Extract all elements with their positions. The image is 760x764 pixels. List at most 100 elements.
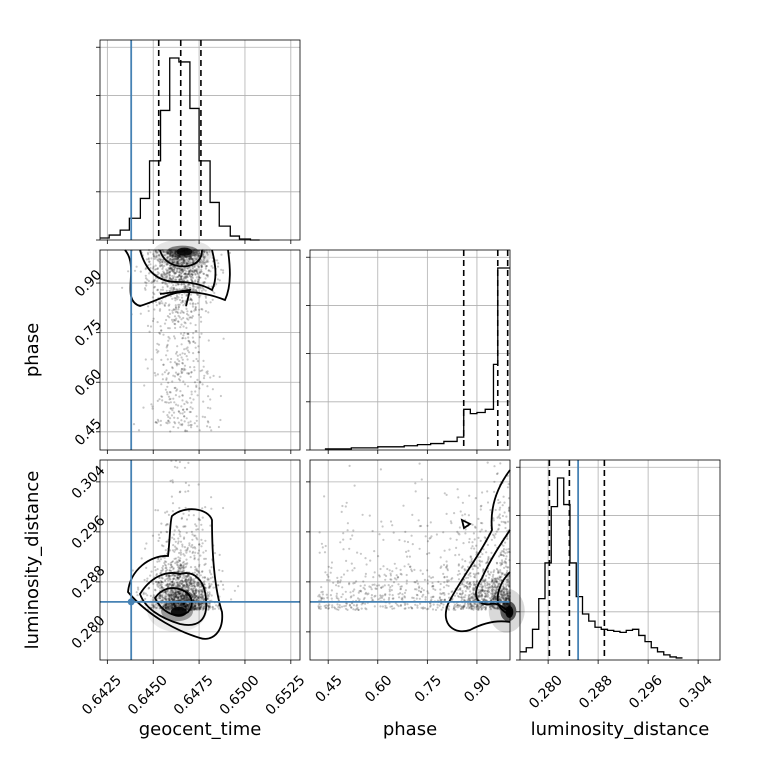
sample-point [183, 321, 186, 324]
sample-point [174, 310, 177, 313]
sample-point [172, 258, 175, 261]
sample-point [178, 258, 181, 261]
sample-point [203, 583, 206, 586]
sample-point [164, 254, 167, 257]
sample-point [201, 265, 204, 268]
sample-point [216, 265, 220, 268]
sample-point [202, 288, 205, 291]
sample-point [506, 578, 509, 581]
sample-point [189, 582, 193, 585]
sample-point [176, 261, 179, 264]
sample-point [188, 258, 191, 261]
sample-point [380, 586, 383, 589]
sample-point [165, 268, 168, 271]
sample-point [364, 572, 367, 576]
sample-point [149, 574, 152, 577]
sample-point [172, 603, 175, 606]
sample-point [320, 591, 323, 594]
sample-point [173, 577, 176, 580]
sample-point [187, 598, 190, 601]
sample-point [499, 561, 502, 565]
sample-point [175, 255, 178, 258]
sample-point [184, 272, 187, 275]
sample-point [178, 271, 181, 274]
sample-point [179, 311, 182, 314]
sample-point [182, 257, 185, 260]
sample-point [417, 589, 420, 592]
sample-point [144, 277, 148, 280]
sample-point [180, 278, 183, 281]
sample-point [377, 598, 380, 601]
sample-point [181, 352, 184, 355]
x-tick-label: 0.60 [362, 672, 395, 705]
sample-point [159, 288, 163, 291]
sample-point [204, 300, 208, 303]
sample-point [142, 591, 145, 594]
sample-point [184, 273, 187, 276]
sample-point [176, 295, 179, 298]
sample-point [190, 258, 193, 261]
sample-point [445, 493, 448, 496]
sample-point [146, 367, 149, 370]
sample-point [185, 584, 188, 587]
sample-point [185, 417, 188, 420]
sample-point [168, 257, 171, 260]
contour-line [460, 518, 472, 530]
sample-point [194, 272, 197, 276]
sample-point [468, 537, 471, 541]
sample-point [468, 541, 471, 544]
sample-point [320, 542, 323, 545]
sample-point [404, 530, 407, 534]
sample-point [172, 287, 175, 290]
sample-point [188, 269, 192, 272]
sample-point [387, 584, 390, 587]
sample-point [184, 275, 187, 278]
sample-point [157, 582, 160, 585]
sample-point [399, 587, 402, 590]
sample-point [135, 265, 138, 268]
sample-point [204, 549, 207, 552]
sample-point [162, 273, 165, 276]
sample-point [459, 587, 462, 590]
sample-point [487, 576, 491, 579]
sample-point [183, 266, 187, 270]
sample-point [180, 586, 183, 589]
sample-point [161, 399, 164, 402]
sample-point [168, 270, 171, 273]
sample-point [193, 269, 196, 272]
sample-point [183, 597, 186, 600]
sample-point [163, 604, 166, 607]
sample-point [458, 553, 461, 556]
sample-point [479, 555, 482, 559]
sample-point [424, 535, 427, 538]
sample-point [185, 262, 188, 265]
sample-point [189, 256, 192, 259]
sample-point [176, 257, 179, 261]
sample-point [154, 580, 157, 583]
sample-point [196, 425, 199, 428]
sample-point [186, 332, 189, 335]
sample-point [184, 272, 187, 275]
sample-point [414, 482, 417, 485]
sample-point [492, 581, 495, 584]
sample-point [148, 586, 151, 589]
sample-point [184, 276, 187, 279]
sample-point [396, 603, 399, 606]
sample-point [160, 571, 163, 575]
sample-point [168, 274, 171, 277]
sample-point [180, 258, 183, 261]
sample-point [479, 539, 482, 543]
sample-point [169, 295, 172, 298]
sample-point [169, 391, 172, 394]
sample-point [197, 552, 200, 555]
sample-point [484, 586, 487, 589]
sample-point [166, 540, 169, 543]
sample-point [178, 395, 181, 398]
sample-point [170, 357, 173, 361]
sample-point [498, 524, 501, 527]
sample-point [173, 386, 176, 390]
sample-point [189, 585, 193, 588]
sample-point [137, 429, 141, 432]
sample-point [183, 268, 187, 272]
sample-point [187, 490, 190, 493]
